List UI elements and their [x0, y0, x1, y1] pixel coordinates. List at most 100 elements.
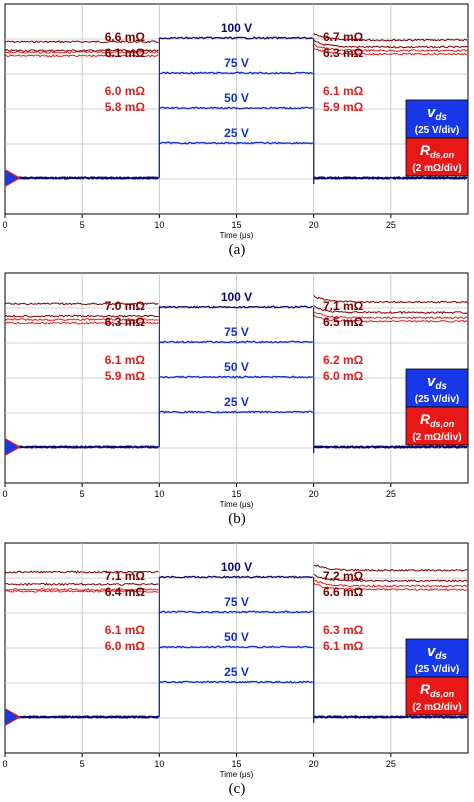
rds-trace-after [313, 574, 468, 583]
legend-rds-box [405, 676, 469, 716]
x-tick-label: 20 [309, 759, 319, 769]
vds-trace-on [159, 141, 314, 145]
x-tick-label: 5 [80, 220, 85, 230]
rds-trace-before [4, 50, 159, 54]
x-tick-label: 15 [231, 220, 241, 230]
vds-trace-on [159, 410, 314, 414]
vds-trace-on [159, 71, 314, 75]
rds-label-after: 7.2 mΩ [323, 569, 364, 583]
rds-trace-before [4, 40, 159, 44]
vds-trace-on [159, 36, 314, 40]
rds-label-before: 7.0 mΩ [105, 299, 146, 313]
rds-trace-after [313, 305, 468, 315]
vds-trace-on [158, 106, 313, 110]
x-tick-label: 10 [154, 220, 164, 230]
vds-trace-on [159, 645, 313, 649]
vds-trace-off [313, 176, 468, 180]
x-tick-label: 5 [80, 489, 85, 499]
panel-a: 0 5 10 15 20 25 Time (μs) (a) 100 V 75 V 50 V 25 V 6… [2, 3, 469, 258]
rds-label-before: 6.1 mΩ [105, 46, 146, 60]
rds-label-after: 6.2 mΩ [323, 353, 364, 367]
rds-label-after: 6.3 mΩ [323, 46, 364, 60]
rds-trace-before [4, 589, 159, 593]
legend-vds-title: vds [427, 104, 447, 123]
vds-ground-marker [5, 709, 18, 725]
panel-b: 0 5 10 15 20 25 Time (μs) (b) 100 V 75 V 50 V 25 V 7… [2, 272, 469, 527]
x-tick-label: 15 [231, 489, 241, 499]
rds-label-before: 6.6 mΩ [105, 30, 146, 44]
vds-trace-on [158, 305, 313, 309]
rds-label-before: 6.0 mΩ [105, 639, 146, 653]
legend-rds-scale: (2 mΩ/div) [412, 702, 461, 713]
legend-rds-scale: (2 mΩ/div) [412, 163, 461, 174]
legend-vds-title: vds [427, 643, 447, 662]
x-axis-label: Time (μs) [220, 500, 254, 509]
legend-rds-title: Rds,on [420, 681, 455, 699]
rds-trace-after [313, 314, 468, 323]
vds-series-label: 75 V [224, 325, 249, 339]
rds-label-after: 6.5 mΩ [323, 315, 364, 329]
rds-label-before: 6.4 mΩ [105, 585, 146, 599]
vds-series-label: 25 V [224, 395, 249, 409]
x-tick-label: 5 [80, 759, 85, 769]
legend-rds-title: Rds,on [420, 411, 455, 429]
vds-trace-off [313, 715, 468, 719]
legend-vds-scale: (25 V/div) [415, 394, 459, 405]
x-tick-label: 0 [2, 759, 7, 769]
rds-label-after: 6.3 mΩ [323, 623, 364, 637]
rds-trace-after [313, 294, 468, 304]
rds-label-after: 7.1 mΩ [323, 299, 364, 313]
rds-label-after: 6.7 mΩ [323, 30, 364, 44]
vds-series-label: 100 V [221, 21, 252, 35]
vds-trace-on [159, 575, 313, 579]
rds-trace-after [313, 47, 468, 56]
vds-series-label: 75 V [224, 56, 249, 70]
vds-series-label: 50 V [224, 91, 249, 105]
rds-trace-before [4, 314, 159, 318]
rds-trace-before [4, 54, 159, 58]
x-tick-label: 0 [2, 489, 7, 499]
rds-label-before: 6.1 mΩ [105, 353, 146, 367]
x-tick-label: 25 [386, 220, 396, 230]
rds-label-before: 5.9 mΩ [105, 369, 146, 383]
rds-trace-before [4, 302, 159, 306]
panel-caption: (a) [229, 242, 246, 258]
rds-trace-before [4, 321, 159, 325]
rds-label-before: 6.1 mΩ [105, 623, 146, 637]
rds-label-before: 6.3 mΩ [105, 315, 146, 329]
legend-vds-scale: (25 V/div) [415, 664, 459, 675]
rds-label-before: 6.0 mΩ [105, 84, 146, 98]
vds-trace-on [159, 340, 313, 344]
rds-trace-after [313, 579, 468, 588]
rds-label-after: 6.6 mΩ [323, 585, 364, 599]
x-tick-label: 10 [154, 489, 164, 499]
rds-trace-after [313, 40, 468, 49]
x-tick-label: 0 [2, 220, 7, 230]
x-axis-label: Time (μs) [220, 770, 254, 779]
vds-series-label: 25 V [224, 126, 249, 140]
legend-rds-scale: (2 mΩ/div) [412, 432, 461, 443]
legend-vds-box [405, 368, 469, 408]
vds-series-label: 75 V [224, 595, 249, 609]
rds-label-after: 6.1 mΩ [323, 84, 364, 98]
rds-trace-after [313, 43, 468, 53]
rds-trace-after [313, 33, 468, 42]
legend-rds-box [405, 137, 469, 177]
panel-caption: (c) [229, 781, 246, 797]
panel-c: 0 5 10 15 20 25 Time (μs) (c) 100 V 75 V 50 V 25 V 7… [2, 542, 469, 797]
legend-rds-box [405, 406, 469, 446]
vds-series-label: 100 V [221, 290, 252, 304]
vds-series-label: 50 V [224, 360, 249, 374]
x-tick-label: 10 [154, 759, 164, 769]
legend-vds-box [405, 99, 469, 139]
rds-label-after: 5.9 mΩ [323, 100, 364, 114]
rds-trace-before [5, 582, 159, 586]
vds-trace-on [159, 680, 313, 684]
rds-label-after: 6.0 mΩ [323, 369, 364, 383]
x-axis-label: Time (μs) [220, 231, 254, 240]
rds-trace-after [313, 564, 468, 572]
vds-trace-off [4, 176, 159, 180]
panel-caption: (b) [228, 511, 246, 527]
rds-label-after: 6.1 mΩ [323, 639, 364, 653]
vds-trace-on [158, 610, 313, 614]
